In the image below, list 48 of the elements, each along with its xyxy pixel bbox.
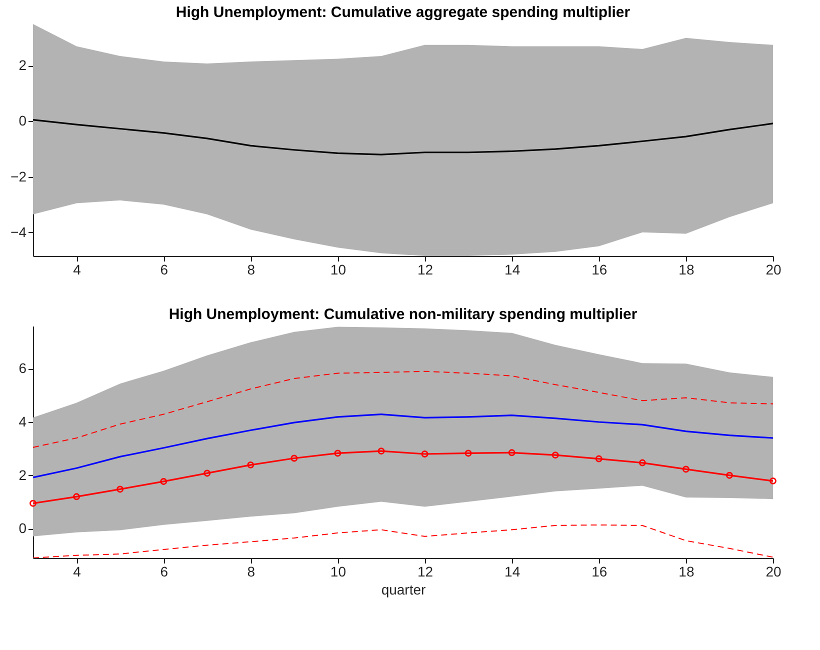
x-tick-label: 14: [504, 262, 520, 278]
x-tick-label: 18: [678, 564, 694, 580]
x-tick-label: 6: [160, 262, 168, 278]
point: [116, 486, 124, 493]
x-tick-label: 10: [330, 262, 346, 278]
x-tick-label: 18: [678, 262, 694, 278]
y-tick-label: 2: [18, 466, 27, 483]
point: [726, 472, 733, 479]
x-tick-label: 8: [247, 564, 256, 580]
y-tick-label: 0: [18, 112, 27, 129]
x-tick-label: 14: [504, 564, 520, 580]
point: [247, 461, 254, 468]
point: [290, 454, 298, 462]
x-tick-label: 12: [417, 564, 434, 580]
x-tick-label: 20: [766, 262, 782, 278]
point: [378, 448, 385, 455]
x-axis-title: quarter: [381, 582, 426, 598]
chart-title: High Unemployment: Cumulative non-military spending multiplier: [168, 306, 638, 323]
x-tick-label: 16: [592, 564, 608, 580]
y-tick-label: 0: [18, 520, 27, 536]
point: [595, 455, 602, 462]
y-tick-label: 4: [18, 414, 27, 430]
x-tick-label: 20: [766, 564, 782, 580]
x-tick-label: 4: [73, 262, 82, 278]
line-series: [33, 413, 773, 478]
point: [204, 470, 211, 477]
line-series: [33, 370, 773, 448]
x-tick-label: 16: [592, 262, 608, 278]
x-tick-label: 12: [417, 262, 434, 278]
y-tick-label: 2: [18, 57, 27, 74]
point: [73, 493, 80, 500]
line-series: [33, 119, 773, 156]
point: [421, 450, 428, 458]
point: [334, 450, 342, 457]
y-tick-label: 6: [18, 360, 27, 376]
y-tick-label: −2: [10, 168, 27, 184]
y-tick-label: −4: [10, 224, 27, 240]
point: [682, 466, 690, 473]
point: [160, 478, 168, 485]
point: [508, 449, 516, 456]
x-tick-label: 4: [73, 564, 82, 580]
chart-title: High Unemployment: Cumulative aggregate spending multiplier: [176, 4, 630, 21]
point: [638, 459, 646, 466]
x-tick-label: 6: [160, 564, 168, 580]
x-tick-label: 10: [330, 564, 346, 580]
point: [552, 452, 559, 459]
point: [464, 450, 472, 457]
x-tick-label: 8: [247, 262, 256, 278]
